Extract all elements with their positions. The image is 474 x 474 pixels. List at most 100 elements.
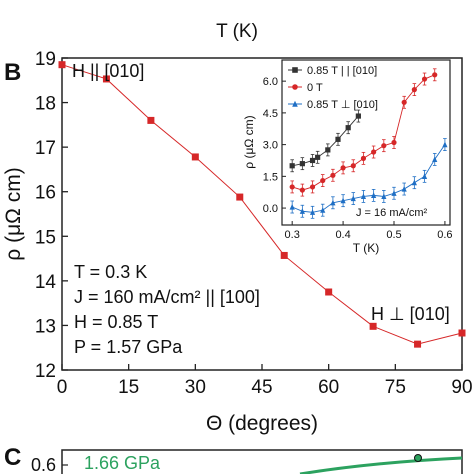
panel-c-curve (299, 456, 463, 474)
inset-data-point (320, 177, 326, 184)
main-xlabel: Θ (degrees) (206, 412, 318, 435)
main-series-line (61, 64, 463, 345)
inset-data-point (289, 163, 295, 169)
inset-data-point (309, 184, 316, 190)
panel-c-frame (61, 449, 463, 474)
inset-data-point (381, 143, 387, 149)
inset-plot-frame (281, 59, 451, 226)
inset-data-point (391, 190, 397, 196)
main-ylabel: ρ (μΩ cm) (2, 167, 25, 260)
panel-label-c: C (4, 444, 21, 471)
inset-legend-label: 0.85 T ⊥ [010] (307, 99, 378, 111)
main-data-point (369, 322, 377, 330)
inset-data-point (371, 192, 377, 198)
inset-data-point (421, 173, 428, 179)
inset-data-point (391, 139, 397, 146)
inset-data-point (320, 207, 326, 213)
inset-series (289, 68, 448, 219)
inset-data-point (432, 156, 438, 163)
main-data-point (58, 61, 66, 69)
main-x-tick-label: 15 (118, 377, 139, 398)
inset-data-point (299, 208, 305, 214)
inset-data-point (350, 195, 356, 202)
main-data-point (236, 193, 244, 201)
condition-current: J = 160 mA/cm² || [100] (74, 287, 260, 307)
inset-legend-label: 0 T (307, 82, 323, 94)
main-data-point (280, 251, 288, 259)
inset-data-point (360, 155, 367, 161)
inset-x-ticks: 0.3 0.4 0.5 0.6 (285, 221, 453, 241)
inset-data-point (340, 197, 346, 204)
main-x-ticks: 0 15 30 45 60 75 90 (57, 364, 473, 398)
inset-data-point (371, 149, 377, 155)
inset-data-point (411, 87, 417, 93)
inset-data-point (309, 209, 316, 215)
condition-pressure: P = 1.57 GPa (74, 337, 183, 357)
main-series (58, 61, 466, 348)
main-x-tick-label: 60 (318, 377, 339, 398)
inset-x-tick-label: 0.6 (437, 229, 452, 241)
inset-data-point (340, 165, 346, 171)
inset-data-point (381, 193, 387, 200)
main-y-tick-label: 17 (35, 138, 56, 159)
main-x-tick-label: 75 (385, 377, 406, 398)
inset-y-tick-label: 3.0 (263, 140, 278, 152)
main-x-tick-label: 0 (57, 377, 68, 398)
inset-series-line (292, 144, 446, 213)
inset-y-tick-label: 4.5 (263, 108, 278, 120)
inset-data-point (401, 185, 407, 192)
inset-data-point (292, 84, 298, 90)
inset-x-tick-label: 0.3 (285, 229, 300, 241)
main-y-tick-label: 19 (35, 49, 56, 70)
main-data-point (414, 340, 422, 348)
main-x-tick-label: 90 (451, 377, 472, 398)
panel-c-marker (414, 454, 422, 462)
inset-data-point (330, 172, 336, 178)
inset-annotation: J = 16 mA/cm² (356, 207, 428, 219)
main-y-tick-label: 16 (35, 183, 56, 204)
inset-data-point (411, 179, 417, 186)
inset-data-point (309, 157, 316, 164)
inset-x-tick-label: 0.4 (335, 229, 350, 241)
inset-data-point (289, 184, 295, 190)
panel-c-ytick-label: 0.6 (31, 455, 56, 474)
inset-data-point (350, 163, 356, 169)
inset-data-point (289, 203, 295, 210)
main-x-tick-label: 45 (251, 377, 272, 398)
condition-field: H = 0.85 T (74, 312, 158, 332)
main-y-tick-label: 15 (35, 227, 56, 248)
inset-data-point (292, 67, 298, 73)
main-data-point (191, 153, 199, 161)
inset-data-point (325, 147, 331, 153)
panel-label-b: B (4, 59, 21, 86)
inset-data-point (401, 99, 407, 105)
inset-data-point (432, 72, 438, 78)
main-y-tick-label: 12 (35, 361, 56, 382)
inset-y-tick-label: 0.0 (263, 203, 278, 215)
inset-data-point (315, 154, 321, 160)
inset-xlabel: T (K) (353, 241, 379, 255)
inset-data-point (360, 193, 367, 200)
inset-y-tick-label: 1.5 (263, 171, 278, 183)
main-data-point (325, 288, 333, 296)
annotation-h-parallel: H || [010] (72, 61, 144, 81)
main-y-ticks: 12 13 14 15 16 17 18 19 (35, 49, 68, 382)
main-y-tick-label: 18 (35, 94, 56, 115)
main-data-point (102, 75, 110, 83)
inset-data-point (330, 199, 336, 206)
main-data-point (147, 116, 155, 124)
inset-data-point (442, 141, 448, 148)
inset-data-point (345, 125, 351, 131)
top-xlabel: T (K) (216, 21, 258, 42)
condition-temperature: T = 0.3 K (74, 262, 147, 282)
annotation-h-perp: H ⊥ [010] (371, 304, 450, 324)
inset-data-point (355, 113, 361, 119)
inset-data-point (335, 136, 341, 142)
inset-ylabel: ρ (μΩ cm) (242, 115, 256, 168)
main-x-tick-label: 30 (185, 377, 206, 398)
inset-y-tick-label: 6.0 (263, 76, 278, 88)
main-data-point (458, 329, 466, 337)
main-y-tick-label: 14 (35, 272, 57, 293)
main-y-tick-label: 13 (35, 316, 56, 337)
inset-legend-label: 0.85 T | | [010] (307, 65, 377, 77)
